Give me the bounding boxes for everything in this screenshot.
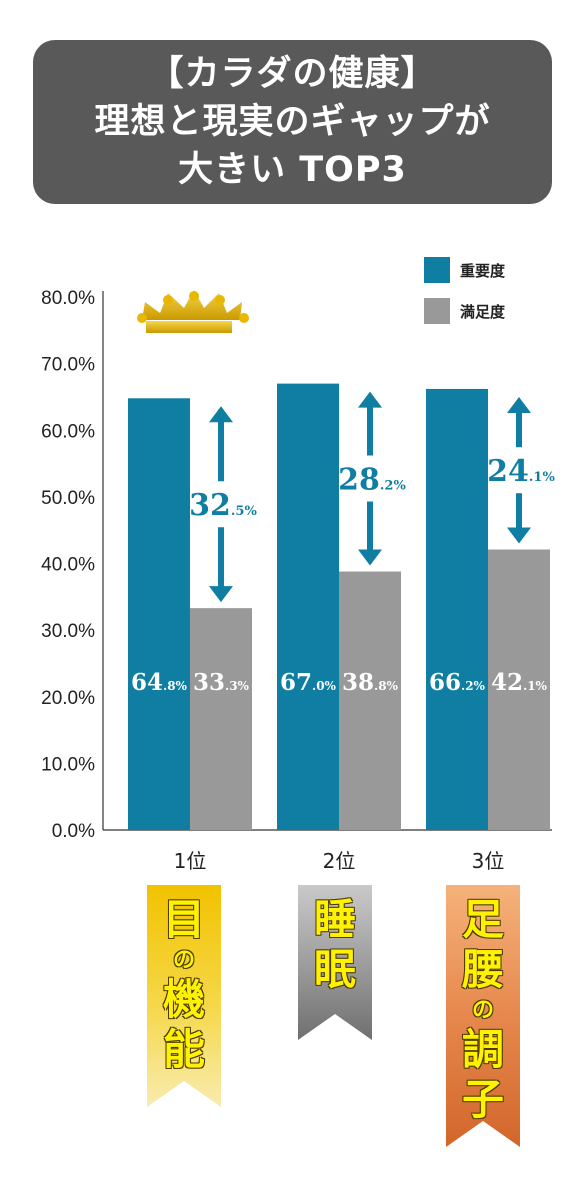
y-tick-label: 20.0% bbox=[41, 688, 95, 709]
ranking-ribbon-2: 睡眠 bbox=[298, 885, 372, 1040]
ranking-ribbon-1: 目の機能 bbox=[147, 885, 221, 1107]
x-tick-label: 1位 bbox=[174, 849, 207, 873]
title-banner: 【カラダの健康】 理想と現実のギャップが 大きい TOP3 bbox=[33, 40, 552, 204]
y-tick-label: 80.0% bbox=[41, 288, 95, 309]
gap-value-label: 32.5% bbox=[189, 488, 257, 523]
down-arrow-icon bbox=[358, 549, 382, 566]
legend-label-importance: 重要度 bbox=[460, 262, 506, 280]
y-tick-label: 30.0% bbox=[41, 621, 95, 642]
bar-value-label: 42.1% bbox=[491, 669, 548, 696]
ribbon-character: 能 bbox=[162, 1025, 205, 1074]
bar-satisfaction bbox=[190, 608, 252, 830]
ribbon-character: 調 bbox=[461, 1025, 504, 1074]
up-arrow-icon bbox=[507, 396, 531, 413]
ranking-ribbon-3: 足腰の調子 bbox=[446, 885, 520, 1147]
ribbon-character: 子 bbox=[461, 1075, 504, 1124]
y-tick-label: 50.0% bbox=[41, 488, 95, 509]
legend-swatch-satisfaction bbox=[424, 298, 450, 324]
ribbon-character: 目 bbox=[162, 895, 205, 944]
ribbon-character: 足 bbox=[461, 895, 504, 944]
legend-swatch-importance bbox=[424, 257, 450, 283]
gap-value-label: 24.1% bbox=[487, 454, 555, 489]
bar-value-label: 66.2% bbox=[429, 669, 486, 696]
bar-value-label: 64.8% bbox=[131, 669, 188, 696]
legend-label-satisfaction: 満足度 bbox=[460, 303, 506, 321]
bar-importance bbox=[128, 398, 190, 830]
ribbon-character: 睡 bbox=[313, 895, 356, 944]
x-tick-label: 3位 bbox=[472, 849, 505, 873]
bar-value-label: 38.8% bbox=[342, 669, 399, 696]
ribbon-character: 腰 bbox=[461, 945, 504, 994]
y-tick-label: 40.0% bbox=[41, 555, 95, 576]
bar-value-label: 67.0% bbox=[280, 669, 337, 696]
bar-importance bbox=[277, 383, 339, 830]
title-line-3: 大きい TOP3 bbox=[178, 150, 407, 190]
bar-importance bbox=[426, 388, 488, 830]
up-arrow-icon bbox=[358, 391, 382, 408]
y-tick-label: 70.0% bbox=[41, 355, 95, 376]
crown-icon bbox=[137, 290, 249, 333]
down-arrow-icon bbox=[507, 527, 531, 544]
ribbon-character: の bbox=[471, 997, 494, 1023]
bar-value-label: 33.3% bbox=[193, 669, 250, 696]
up-arrow-icon bbox=[209, 406, 233, 423]
y-tick-label: 0.0% bbox=[52, 821, 95, 842]
x-tick-label: 2位 bbox=[323, 849, 356, 873]
y-tick-label: 60.0% bbox=[41, 421, 95, 442]
ribbon-character: の bbox=[172, 947, 195, 973]
y-tick-label: 10.0% bbox=[41, 754, 95, 775]
title-line-1: 【カラダの健康】 bbox=[148, 54, 437, 94]
bar-chart: 0.0% 10.0% 20.0% 30.0% 40.0% 50.0% 60.0% 70.0% 8… bbox=[41, 257, 555, 873]
bar-satisfaction bbox=[488, 549, 550, 830]
gap-value-label: 28.2% bbox=[338, 463, 406, 498]
down-arrow-icon bbox=[209, 586, 233, 603]
title-line-2: 理想と現実のギャップが bbox=[94, 102, 491, 142]
bar-satisfaction bbox=[339, 571, 401, 830]
ribbon-character: 眠 bbox=[313, 945, 356, 994]
ribbon-character: 機 bbox=[162, 975, 205, 1024]
